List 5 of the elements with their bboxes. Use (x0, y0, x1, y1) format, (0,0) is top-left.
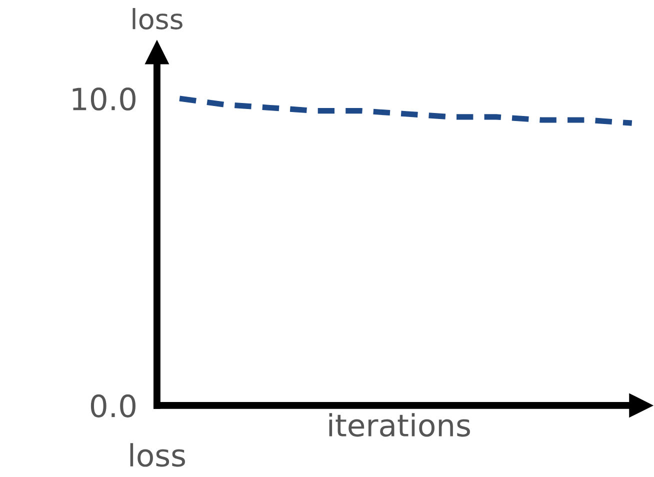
x-axis-title: iterations (329, 413, 470, 437)
y-axis-title: loss (132, 8, 182, 30)
text: loss (130, 443, 185, 467)
y-tick-label: 10.0 (72, 87, 136, 111)
y-tick-label: 0.0 (90, 394, 136, 418)
